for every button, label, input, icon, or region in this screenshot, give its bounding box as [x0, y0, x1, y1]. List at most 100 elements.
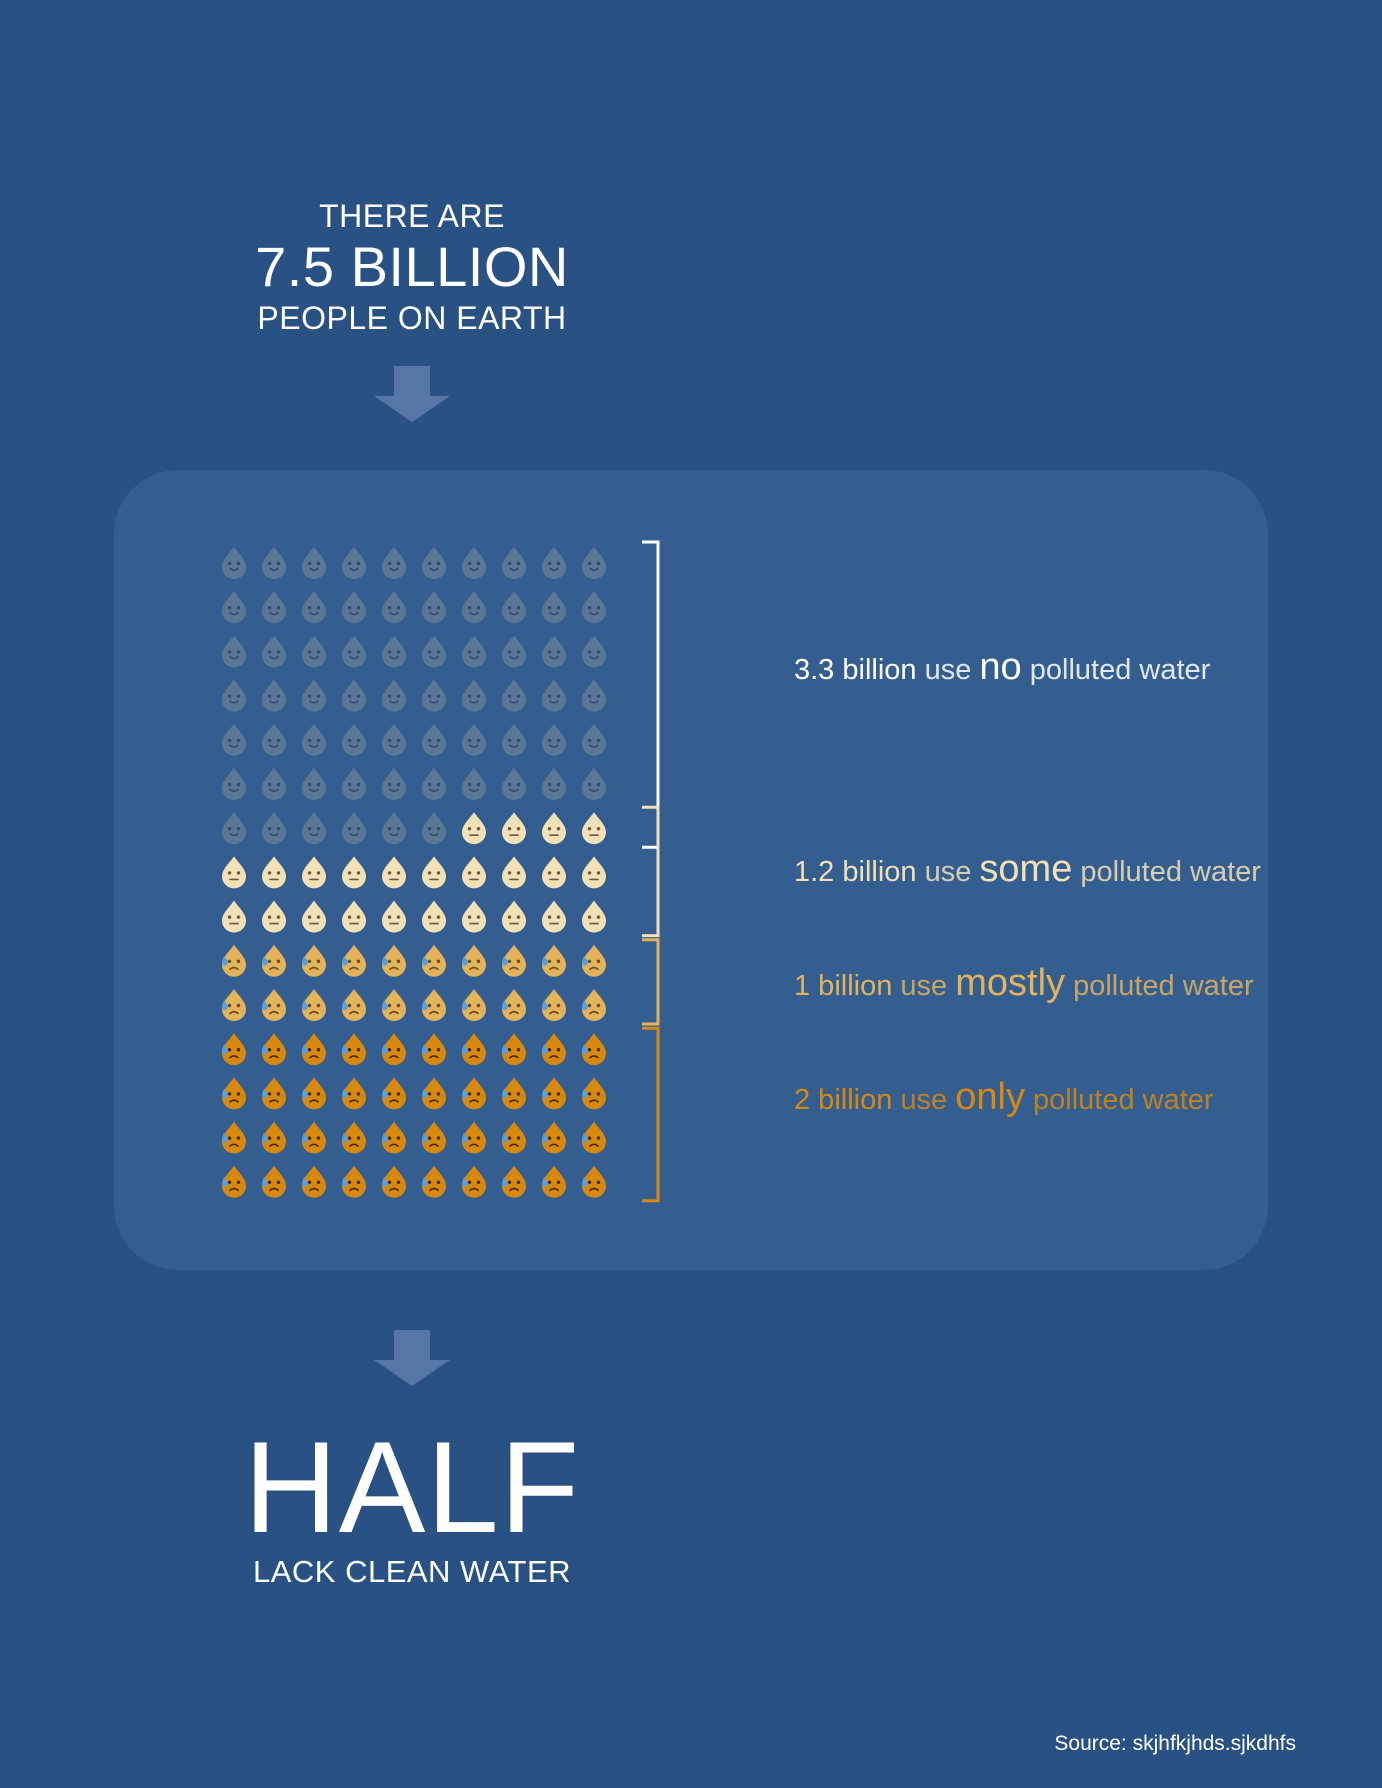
water-drop-face-icon	[342, 1165, 366, 1198]
water-drop-face-icon	[462, 679, 486, 712]
water-drop-face-icon	[342, 679, 366, 712]
label-use: use	[924, 654, 972, 686]
conclusion-block: HALF LACK CLEAN WATER	[212, 1420, 612, 1590]
water-drop-face-icon	[382, 547, 406, 579]
water-drop-face-icon	[542, 635, 566, 668]
water-drop-face-icon	[302, 547, 326, 579]
water-drop-face-icon	[422, 547, 446, 579]
water-drop-face-icon	[222, 723, 246, 756]
label-degree: only	[955, 1076, 1025, 1118]
water-drop-face-icon	[302, 635, 326, 668]
water-drop-face-icon	[302, 1077, 326, 1110]
water-drop-face-icon	[582, 723, 606, 756]
chart-panel: 3.3 billion use no polluted water 1.2 bi…	[114, 470, 1268, 1270]
water-drop-face-icon	[302, 1121, 326, 1154]
water-drop-face-icon	[542, 768, 566, 800]
water-drop-face-icon	[462, 768, 486, 800]
water-drop-face-icon	[302, 768, 326, 800]
water-drop-face-icon	[502, 768, 526, 800]
water-drop-face-icon	[422, 989, 446, 1021]
water-drop-face-icon	[542, 1121, 566, 1154]
water-drop-face-icon	[542, 944, 566, 977]
water-drop-face-icon	[422, 812, 446, 845]
water-drop-face-icon	[542, 1165, 566, 1198]
water-drop-face-icon	[382, 856, 406, 889]
water-drop-face-icon	[582, 591, 606, 624]
label-rest: polluted water	[1080, 856, 1261, 888]
water-drop-face-icon	[462, 1077, 486, 1110]
water-drop-face-icon	[302, 944, 326, 977]
water-drop-face-icon	[382, 1077, 406, 1110]
water-drop-face-icon	[542, 679, 566, 712]
water-drop-face-icon	[542, 900, 566, 933]
water-drop-face-icon	[542, 591, 566, 624]
water-drop-face-icon	[502, 635, 526, 668]
water-drop-face-icon	[582, 900, 606, 933]
water-drop-face-icon	[502, 1033, 526, 1066]
water-drop-face-icon	[462, 1033, 486, 1066]
water-drop-face-icon	[462, 1165, 486, 1198]
bracket-none	[642, 540, 660, 849]
water-drop-face-icon	[302, 812, 326, 845]
water-drop-face-icon	[382, 679, 406, 712]
water-drop-face-icon	[262, 944, 286, 977]
conclusion-subline: LACK CLEAN WATER	[252, 1554, 572, 1589]
water-drop-face-icon	[502, 547, 526, 579]
water-drop-face-icon	[422, 679, 446, 712]
water-drop-face-icon	[582, 812, 606, 845]
water-drop-face-icon	[302, 856, 326, 889]
water-drop-face-icon	[342, 856, 366, 889]
water-drop-face-icon	[502, 944, 526, 977]
water-drop-face-icon	[342, 1121, 366, 1154]
water-drop-face-icon	[462, 989, 486, 1021]
label-amount: 1 billion	[794, 970, 893, 1002]
water-drop-face-icon	[342, 989, 366, 1021]
water-drop-face-icon	[462, 723, 486, 756]
water-drop-face-icon	[342, 547, 366, 579]
label-only: 2 billion use only polluted water	[794, 1076, 1214, 1119]
label-none: 3.3 billion use no polluted water	[794, 646, 1210, 689]
water-drop-face-icon	[382, 1121, 406, 1154]
water-drop-face-icon	[262, 723, 286, 756]
water-drop-face-icon	[462, 1121, 486, 1154]
down-arrow-icon	[374, 366, 450, 422]
water-drop-face-icon	[342, 944, 366, 977]
water-drop-face-icon	[262, 856, 286, 889]
water-drop-face-icon	[382, 1165, 406, 1198]
water-drop-face-icon	[382, 591, 406, 624]
water-drop-face-icon	[422, 768, 446, 800]
water-drop-face-icon	[382, 944, 406, 977]
water-drop-face-icon	[222, 900, 246, 933]
water-drop-face-icon	[222, 768, 246, 800]
water-drop-face-icon	[262, 547, 286, 579]
water-drop-face-icon	[462, 944, 486, 977]
water-drop-face-icon	[422, 635, 446, 668]
water-drop-face-icon	[222, 1165, 246, 1198]
water-drop-face-icon	[582, 635, 606, 668]
water-drop-face-icon	[582, 768, 606, 800]
water-drop-face-icon	[222, 635, 246, 668]
water-drop-face-icon	[502, 679, 526, 712]
label-amount: 3.3 billion	[794, 654, 917, 686]
water-drop-face-icon	[422, 1077, 446, 1110]
water-drop-face-icon	[542, 989, 566, 1021]
water-drop-face-icon	[422, 944, 446, 977]
water-drop-face-icon	[342, 1077, 366, 1110]
header-line3: PEOPLE ON EARTH	[257, 300, 567, 336]
water-drop-face-icon	[302, 591, 326, 624]
label-rest: polluted water	[1029, 654, 1211, 686]
label-use: use	[900, 970, 948, 1002]
water-drop-face-icon	[582, 1121, 606, 1154]
headline-block: THERE ARE 7.5 BILLION PEOPLE ON EARTH	[212, 196, 612, 338]
bracket-only	[642, 1026, 660, 1203]
water-drop-face-icon	[542, 723, 566, 756]
water-drop-face-icon	[462, 856, 486, 889]
water-drop-face-icon	[382, 723, 406, 756]
source-credit: Source: skjhfkjhds.sjkdhfs	[1054, 1732, 1296, 1755]
water-drop-face-icon	[262, 1033, 286, 1066]
water-drop-face-icon	[222, 856, 246, 889]
label-amount: 1.2 billion	[794, 856, 917, 888]
header-line1: THERE ARE	[319, 198, 505, 234]
water-drop-face-icon	[422, 1165, 446, 1198]
water-drop-face-icon	[262, 1121, 286, 1154]
